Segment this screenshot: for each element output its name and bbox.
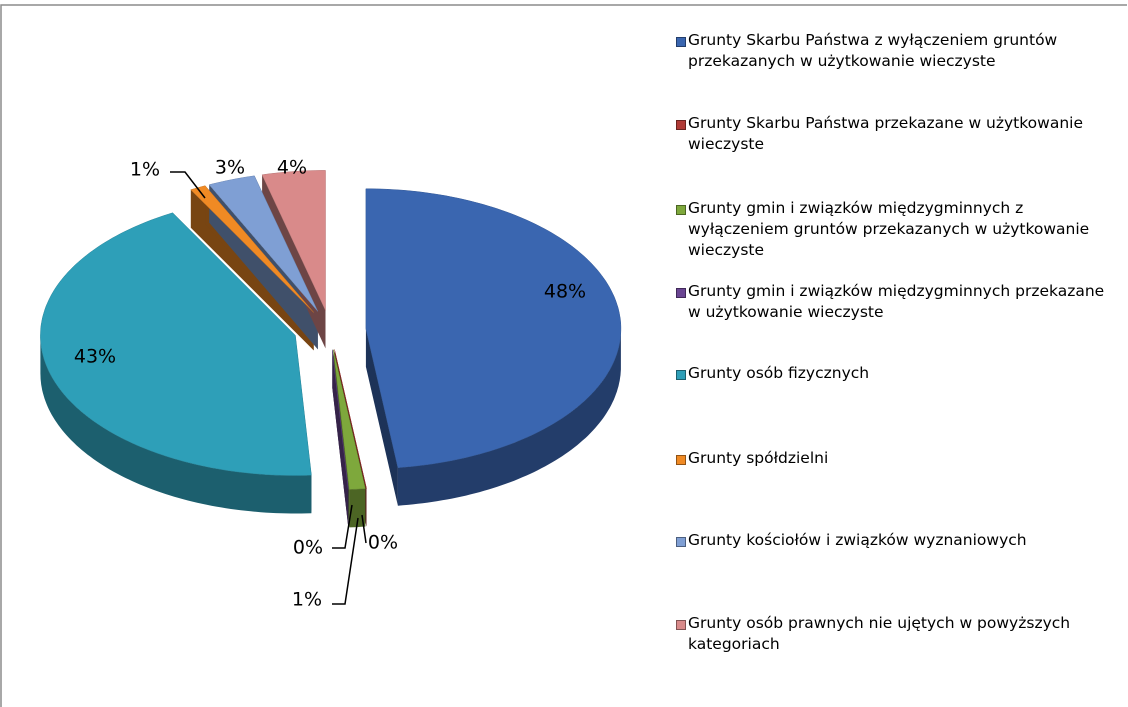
data-label: 1% <box>292 589 322 611</box>
data-label: 0% <box>293 537 323 559</box>
slice-wall <box>349 488 366 528</box>
leader-line <box>332 517 359 605</box>
leader-line <box>332 504 353 549</box>
legend-label: Grunty Skarbu Państwa przekazane w użytk… <box>688 114 1084 153</box>
slice-wall <box>397 328 621 506</box>
legend-entry: Grunty osób prawnych nie ujętych w powyż… <box>676 613 1121 655</box>
data-label: 4% <box>277 157 307 179</box>
legend-entry: Grunty gmin i związków międzygminnych pr… <box>676 281 1121 323</box>
slice <box>365 188 622 468</box>
leader-line <box>361 514 367 544</box>
legend-swatch <box>676 120 686 130</box>
legend-entry: Grunty osób fizycznych <box>676 363 1121 384</box>
legend-entry: Grunty gmin i związków międzygminnych z … <box>676 198 1121 261</box>
data-label: 43% <box>74 346 116 368</box>
legend-swatch <box>676 370 686 380</box>
data-label: 1% <box>130 159 160 181</box>
legend-label: Grunty kościołów i związków wyznaniowych <box>688 531 1027 549</box>
legend-swatch <box>676 620 686 630</box>
slice-side <box>365 328 398 506</box>
legend-swatch <box>676 288 686 298</box>
legend-entry: Grunty Skarbu Państwa przekazane w użytk… <box>676 113 1121 155</box>
legend-swatch <box>676 537 686 547</box>
data-label: 48% <box>544 281 586 303</box>
leader-line <box>170 171 206 199</box>
slice <box>40 212 312 476</box>
legend-swatch <box>676 37 686 47</box>
slice <box>261 170 326 311</box>
legend-label: Grunty osób fizycznych <box>688 364 870 382</box>
legend-entry: Grunty kościołów i związków wyznaniowych <box>676 530 1121 551</box>
slice <box>208 175 319 312</box>
slice <box>334 349 367 489</box>
legend-swatch <box>676 455 686 465</box>
legend-entry: Grunty spółdzielni <box>676 448 1121 469</box>
slice-wall <box>40 335 312 514</box>
slice <box>332 349 349 490</box>
legend-entry: Grunty Skarbu Państwa z wyłączeniem grun… <box>676 30 1121 72</box>
data-label: 0% <box>368 532 398 554</box>
legend-label: Grunty spółdzielni <box>688 449 829 467</box>
frame <box>0 4 1127 707</box>
legend-swatch <box>676 205 686 215</box>
legend-label: Grunty gmin i związków międzygminnych pr… <box>688 282 1105 321</box>
legend-label: Grunty gmin i związków międzygminnych z … <box>688 199 1090 259</box>
slice <box>333 349 366 490</box>
slice-side <box>332 349 349 528</box>
legend-label: Grunty osób prawnych nie ujętych w powyż… <box>688 614 1071 653</box>
legend-label: Grunty Skarbu Państwa z wyłączeniem grun… <box>688 31 1058 70</box>
data-label: 3% <box>215 157 245 179</box>
